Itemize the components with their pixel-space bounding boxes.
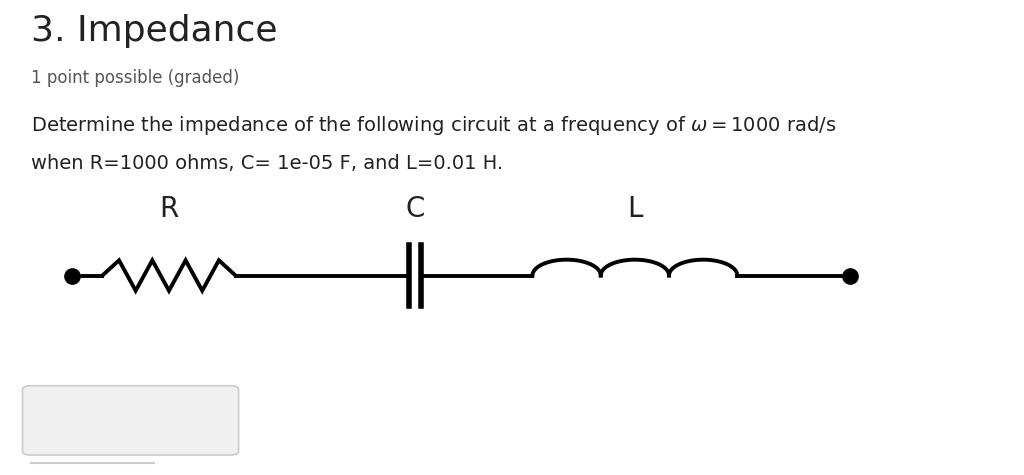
Text: Determine the impedance of the following circuit at a frequency of $\omega = 100: Determine the impedance of the following…	[31, 114, 837, 137]
Text: C: C	[406, 195, 424, 223]
Text: 1 point possible (graded): 1 point possible (graded)	[31, 69, 239, 87]
FancyBboxPatch shape	[23, 386, 239, 455]
Text: when R=1000 ohms, C= 1e-05 F, and L=0.01 H.: when R=1000 ohms, C= 1e-05 F, and L=0.01…	[31, 154, 503, 173]
Text: L: L	[627, 195, 643, 223]
Text: 3. Impedance: 3. Impedance	[31, 14, 278, 48]
Text: R: R	[160, 195, 178, 223]
